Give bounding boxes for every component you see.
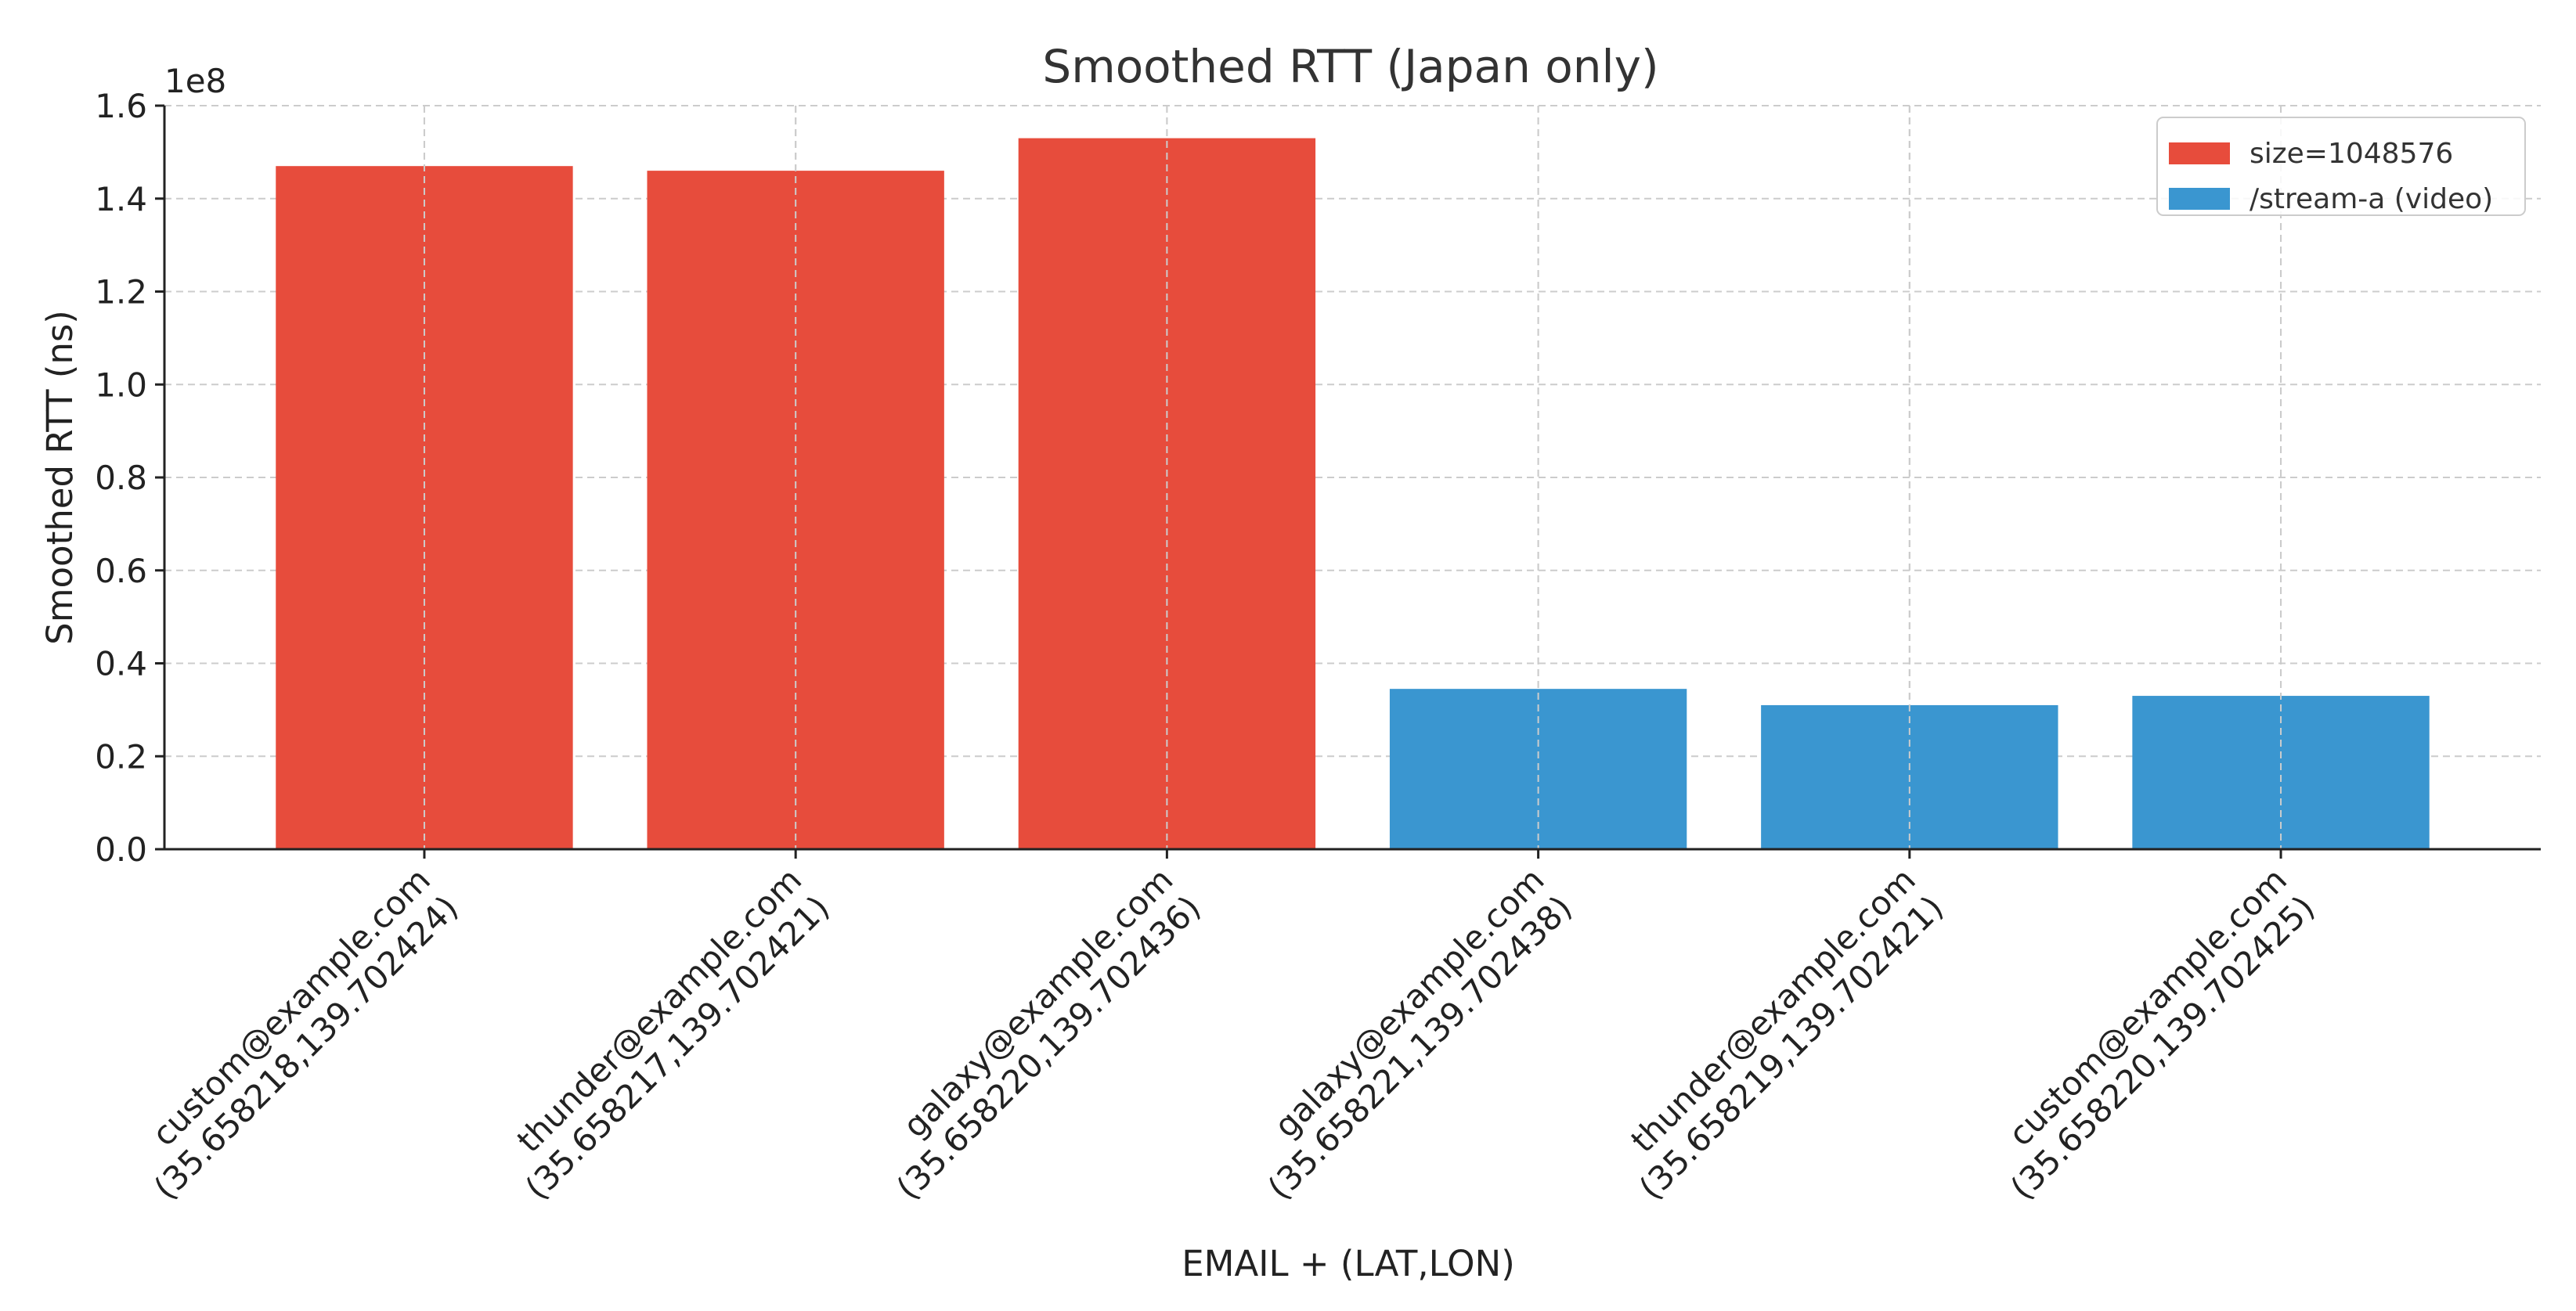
y-scale-label: 1e8 xyxy=(164,62,226,100)
x-tick-label: custom@example.com(35.658220,139.702425) xyxy=(1975,860,2322,1207)
x-tick-label-line: (35.658218,139.702424) xyxy=(146,888,465,1207)
legend-swatch xyxy=(2169,142,2230,164)
y-tick-label: 0.0 xyxy=(95,830,147,869)
x-tick-label-line: galaxy@example.com xyxy=(896,860,1181,1145)
y-tick-label: 0.4 xyxy=(95,645,147,683)
x-tick-label-line: custom@example.com xyxy=(145,860,438,1153)
y-tick-label: 0.2 xyxy=(95,737,147,776)
x-tick-label: custom@example.com(35.658218,139.702424) xyxy=(119,860,466,1207)
chart-title: Smoothed RTT (Japan only) xyxy=(1042,40,1658,93)
x-tick-label-line: custom@example.com xyxy=(2001,860,2294,1153)
y-tick-label: 1.0 xyxy=(95,366,147,404)
x-tick-label: galaxy@example.com(35.658220,139.702436) xyxy=(861,860,1208,1207)
x-tick-label-line: thunder@example.com xyxy=(510,860,809,1159)
legend-label: /stream-a (video) xyxy=(2249,183,2493,215)
y-tick-label: 1.6 xyxy=(95,87,147,125)
x-tick-label-line: thunder@example.com xyxy=(1623,860,1922,1159)
legend-box xyxy=(2156,117,2526,216)
legend-label: size=1048576 xyxy=(2249,138,2453,170)
y-tick-label: 1.4 xyxy=(95,180,147,218)
legend-swatch xyxy=(2169,188,2230,210)
y-axis-title: Smoothed RTT (ns) xyxy=(39,310,81,645)
x-tick-label: thunder@example.com(35.658219,139.702421… xyxy=(1604,860,1951,1207)
x-tick-label-line: (35.658217,139.702421) xyxy=(518,888,836,1207)
x-tick-label-line: (35.658220,139.702436) xyxy=(889,888,1207,1207)
x-axis-title: EMAIL + (LAT,LON) xyxy=(1182,1243,1515,1284)
x-tick-label-line: galaxy@example.com xyxy=(1267,860,1552,1145)
bars xyxy=(276,106,2430,849)
y-tick-label: 0.6 xyxy=(95,552,147,590)
x-tick-label: thunder@example.com(35.658217,139.702421… xyxy=(490,860,837,1207)
legend: size=1048576/stream-a (video) xyxy=(2156,117,2526,216)
x-ticks: custom@example.com(35.658218,139.702424)… xyxy=(119,849,2322,1207)
x-tick-label-line: (35.658220,139.702425) xyxy=(2003,888,2322,1207)
y-ticks: 0.0 0.2 0.4 0.6 0.8 1.0 1.2 1.4 1.6 xyxy=(95,87,164,869)
y-tick-label: 0.8 xyxy=(95,459,147,497)
x-tick-label: galaxy@example.com(35.658221,139.702438) xyxy=(1232,860,1579,1207)
y-tick-label: 1.2 xyxy=(95,273,147,312)
x-tick-label-line: (35.658219,139.702421) xyxy=(1632,888,1950,1207)
x-tick-label-line: (35.658221,139.702438) xyxy=(1261,888,1579,1207)
